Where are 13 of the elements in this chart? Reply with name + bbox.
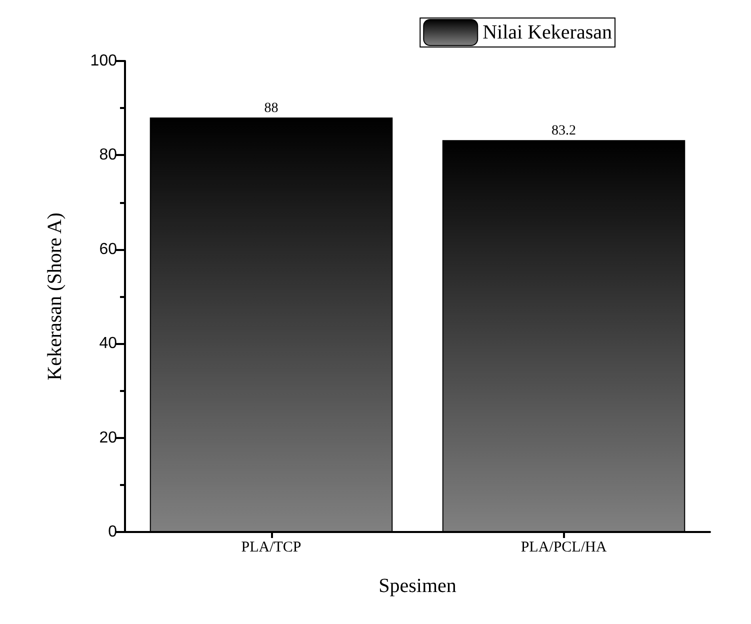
x-tick-label: PLA/TCP xyxy=(241,540,302,556)
y-tick-label: 80 xyxy=(99,146,118,164)
x-axis-title: Spesimen xyxy=(378,575,456,597)
data-label: 83.2 xyxy=(552,124,576,139)
y-axis-title: Kekerasan (Shore A) xyxy=(44,212,66,380)
y-tick-label: 40 xyxy=(99,335,118,352)
y-tick-label: 60 xyxy=(99,240,118,258)
y-tick-label: 100 xyxy=(90,52,118,70)
data-label: 88 xyxy=(264,101,278,116)
y-tick-label: 0 xyxy=(108,524,118,540)
x-tick-label: PLA/PCL/HA xyxy=(520,540,607,556)
y-tick-label: 20 xyxy=(99,429,118,446)
legend-label: Nilai Kekerasan xyxy=(482,22,612,44)
